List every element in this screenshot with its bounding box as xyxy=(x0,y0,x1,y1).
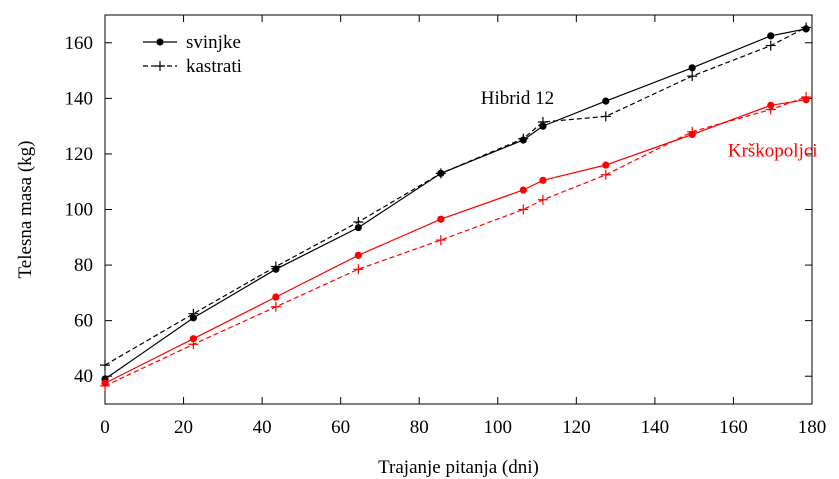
data-point xyxy=(353,217,364,228)
series-line xyxy=(104,96,807,387)
data-point xyxy=(518,204,529,215)
x-tick-label: 160 xyxy=(719,417,748,438)
series-line xyxy=(104,26,807,366)
data-point xyxy=(539,176,547,184)
legend-label: kastrati xyxy=(186,56,242,77)
data-point xyxy=(272,293,280,301)
legend: svinjke kastrati xyxy=(143,32,242,77)
legend-item-svinjke: svinjke xyxy=(143,32,241,53)
data-point xyxy=(801,91,812,102)
series-line xyxy=(104,99,807,384)
data-point xyxy=(435,168,446,179)
data-point xyxy=(270,261,281,272)
data-point xyxy=(688,64,696,72)
data-point xyxy=(602,97,610,105)
series-kr-kopoljci-kastrati xyxy=(100,91,812,391)
x-tick-label: 60 xyxy=(331,417,350,438)
data-point xyxy=(188,308,199,319)
y-tick-label: 40 xyxy=(74,366,93,387)
data-point xyxy=(767,32,775,40)
x-tick-label: 20 xyxy=(174,417,193,438)
data-point xyxy=(435,235,446,246)
series-hibrid-12-kastrati xyxy=(100,22,812,371)
y-tick-label: 140 xyxy=(65,88,94,109)
y-tick-label: 160 xyxy=(65,33,94,54)
data-point xyxy=(801,22,812,33)
x-tick-label: 40 xyxy=(253,417,272,438)
data-point xyxy=(765,104,776,115)
series-hibrid-12-svinjke xyxy=(101,25,810,383)
x-tick-label: 0 xyxy=(100,417,110,438)
data-point xyxy=(189,335,197,343)
x-tick-label: 120 xyxy=(562,417,591,438)
annotation-label: Hibrid 12 xyxy=(481,88,554,109)
data-point xyxy=(687,126,698,137)
data-point xyxy=(437,215,445,223)
x-tick-label: 180 xyxy=(798,417,827,438)
axes: 0 20 40 60 80 100 120 140 160 180 40 60 80 100 120 140 1… xyxy=(15,14,827,478)
data-point xyxy=(354,223,362,232)
data-point xyxy=(100,360,110,371)
x-tick-label: 80 xyxy=(410,417,429,438)
data-point xyxy=(188,339,199,350)
series-line xyxy=(104,28,807,380)
x-axis-label: Trajanje pitanja (dni) xyxy=(378,457,539,478)
y-tick-label: 60 xyxy=(74,311,93,332)
y-tick-label: 80 xyxy=(74,255,93,276)
annotations: Hibrid 12 Krškopoljci xyxy=(481,88,818,162)
data-point xyxy=(687,71,698,82)
data-point xyxy=(602,161,610,169)
x-tick-label: 140 xyxy=(641,417,670,438)
data-point xyxy=(518,133,529,144)
data-point xyxy=(353,264,364,275)
data-point xyxy=(156,38,164,46)
legend-label: svinjke xyxy=(186,32,241,53)
data-point xyxy=(519,186,527,194)
data-point xyxy=(155,61,165,71)
data-point xyxy=(354,251,362,259)
annotation-label: Krškopoljci xyxy=(728,141,818,162)
y-tick-label: 120 xyxy=(65,144,94,165)
y-tick-label: 100 xyxy=(65,200,94,221)
data-point xyxy=(270,301,281,312)
x-tick-label: 100 xyxy=(484,417,513,438)
series-lines xyxy=(100,22,812,391)
series-kr-kopoljci-svinjke xyxy=(101,96,810,387)
y-axis-label: Telesna masa (kg) xyxy=(15,141,36,279)
legend-item-kastrati: kastrati xyxy=(143,56,242,77)
data-point xyxy=(100,380,110,391)
data-point xyxy=(537,116,548,127)
data-point xyxy=(537,194,548,205)
data-point xyxy=(600,111,611,122)
data-point xyxy=(600,169,611,180)
data-point xyxy=(765,40,776,51)
